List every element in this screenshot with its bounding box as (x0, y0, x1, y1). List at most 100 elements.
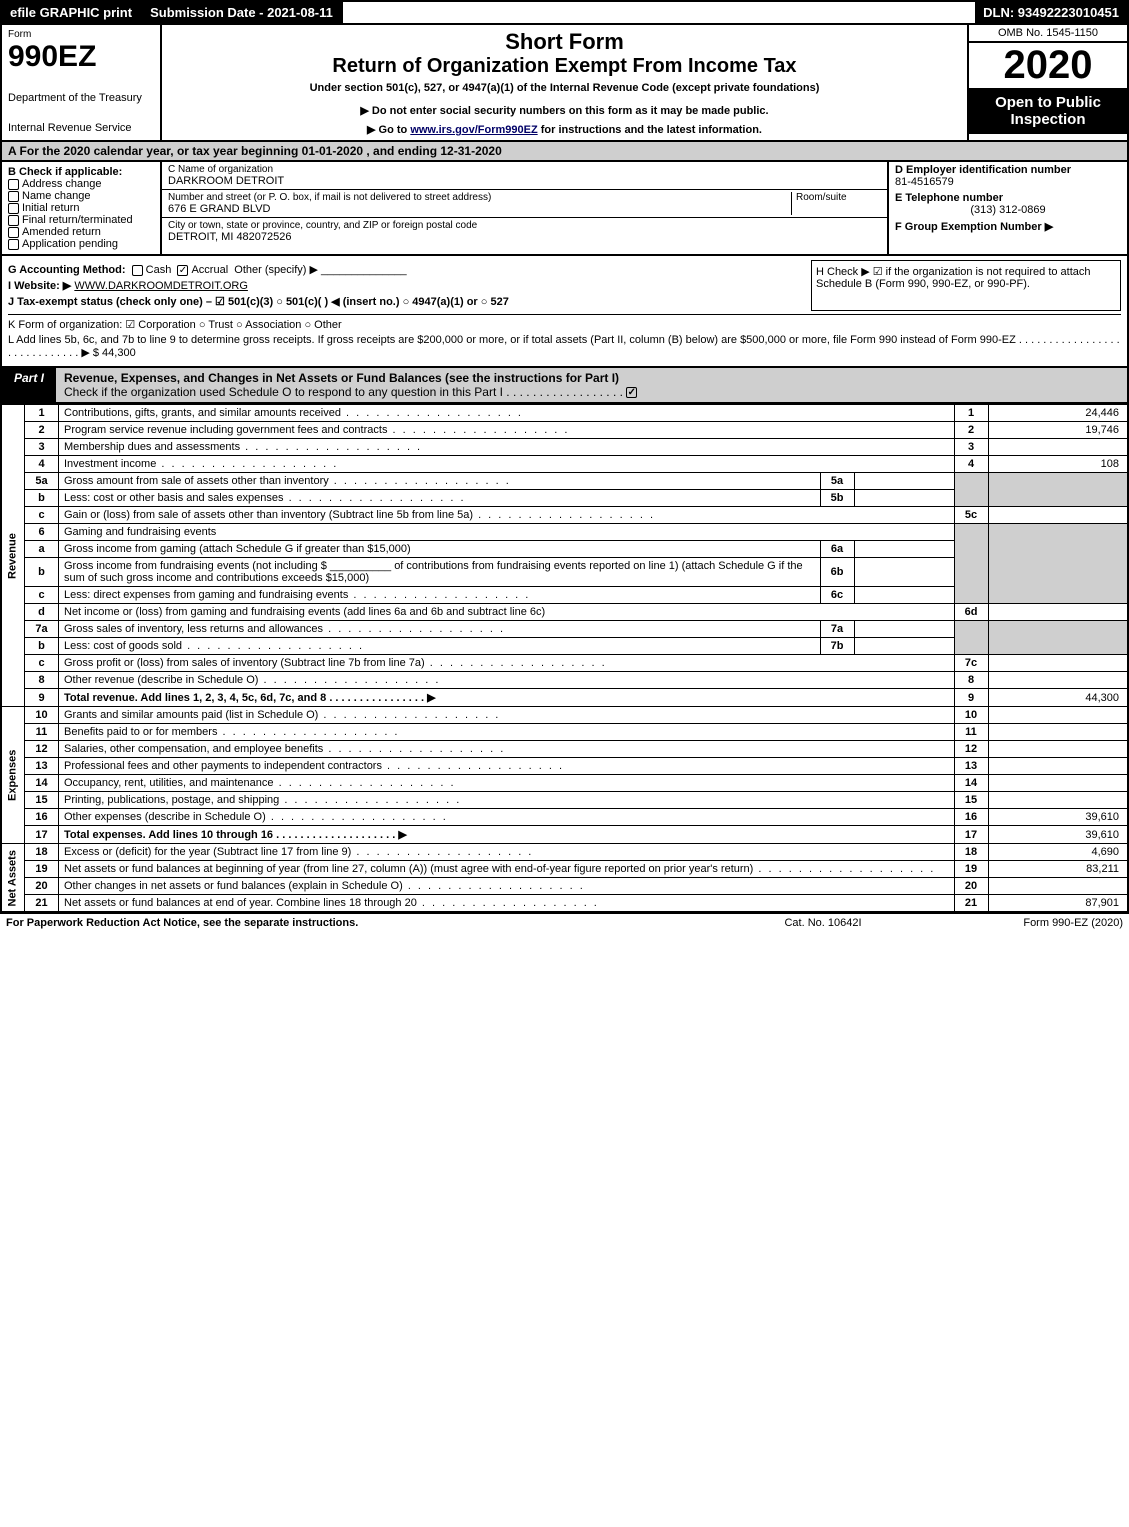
header-right: OMB No. 1545-1150 2020 Open to Public In… (967, 25, 1127, 140)
line-val-gray (988, 524, 1128, 604)
section-b-c-d-e-f: B Check if applicable: Address change Na… (0, 162, 1129, 256)
line-num: c (25, 507, 59, 524)
line-val (988, 724, 1128, 741)
e-phone: (313) 312-0869 (895, 204, 1121, 216)
line-num: 15 (25, 792, 59, 809)
line-val: 108 (988, 456, 1128, 473)
checkbox-icon[interactable] (8, 203, 19, 214)
line-val (988, 707, 1128, 724)
line-val-gray (988, 621, 1128, 655)
part-i-header: Part I Revenue, Expenses, and Changes in… (0, 368, 1129, 404)
line-desc: Program service revenue including govern… (59, 422, 955, 439)
b-final-return: Final return/terminated (22, 214, 133, 226)
line-val (988, 758, 1128, 775)
line-desc: Salaries, other compensation, and employ… (59, 741, 955, 758)
g-label: G Accounting Method: (8, 264, 126, 276)
f-label: F Group Exemption Number ▶ (895, 221, 1053, 233)
line-desc: Gross income from fundraising events (no… (59, 558, 821, 587)
line-val-gray (988, 473, 1128, 507)
line-rnum: 7c (954, 655, 988, 672)
checkbox-icon[interactable] (8, 191, 19, 202)
line-rnum: 12 (954, 741, 988, 758)
checkbox-icon[interactable] (626, 387, 637, 398)
i-label: I Website: ▶ (8, 280, 71, 292)
d-ein: 81-4516579 (895, 176, 1121, 188)
line-val (988, 672, 1128, 689)
c-name-label: C Name of organization (168, 164, 881, 175)
line-num: 16 (25, 809, 59, 826)
c-room-label: Room/suite (791, 192, 881, 215)
line-desc: Contributions, gifts, grants, and simila… (59, 405, 955, 422)
j-label: J Tax-exempt status (check only one) – ☑… (8, 296, 509, 308)
return-title: Return of Organization Exempt From Incom… (168, 55, 961, 78)
line-desc: Benefits paid to or for members (59, 724, 955, 741)
line-num: 3 (25, 439, 59, 456)
b-item: Final return/terminated (8, 214, 154, 226)
line-sub: 7b (820, 638, 854, 655)
line-15: 15Printing, publications, postage, and s… (1, 792, 1128, 809)
efile-print-label[interactable]: efile GRAPHIC print (2, 2, 142, 23)
line-rnum: 3 (954, 439, 988, 456)
line-rnum: 18 (954, 844, 988, 861)
line-6d: dNet income or (loss) from gaming and fu… (1, 604, 1128, 621)
checkbox-icon[interactable] (8, 179, 19, 190)
line-rnum: 15 (954, 792, 988, 809)
d-row: D Employer identification number 81-4516… (889, 162, 1127, 190)
dept-irs: Internal Revenue Service (8, 122, 154, 134)
line-rnum: 4 (954, 456, 988, 473)
part-i-label: Part I (2, 368, 56, 402)
line-rnum: 10 (954, 707, 988, 724)
b-name-change: Name change (22, 190, 91, 202)
line-rnum: 9 (954, 689, 988, 707)
line-sub: 5a (820, 473, 854, 490)
topbar-spacer (343, 2, 975, 23)
line-val (988, 878, 1128, 895)
line-desc: Gaming and fundraising events (59, 524, 955, 541)
line-val (988, 604, 1128, 621)
c-city: DETROIT, MI 482072526 (168, 231, 881, 243)
checkbox-icon[interactable] (8, 239, 19, 250)
line-rnum-gray (954, 473, 988, 507)
line-6: 6Gaming and fundraising events (1, 524, 1128, 541)
line-rnum: 8 (954, 672, 988, 689)
line-num: 20 (25, 878, 59, 895)
line-7c: cGross profit or (loss) from sales of in… (1, 655, 1128, 672)
line-sub: 6a (820, 541, 854, 558)
under-section: Under section 501(c), 527, or 4947(a)(1)… (168, 82, 961, 94)
line-num: 17 (25, 826, 59, 844)
line-2: 2Program service revenue including gover… (1, 422, 1128, 439)
line-val: 83,211 (988, 861, 1128, 878)
line-4: 4Investment income4108 (1, 456, 1128, 473)
checkbox-icon[interactable] (8, 227, 19, 238)
checkbox-icon[interactable] (177, 265, 188, 276)
line-rnum: 6d (954, 604, 988, 621)
e-label: E Telephone number (895, 192, 1121, 204)
line-val: 19,746 (988, 422, 1128, 439)
line-desc: Grants and similar amounts paid (list in… (59, 707, 955, 724)
line-10: Expenses 10Grants and similar amounts pa… (1, 707, 1128, 724)
line-desc: Gross sales of inventory, less returns a… (59, 621, 821, 638)
line-desc: Less: cost of goods sold (59, 638, 821, 655)
line-val: 4,690 (988, 844, 1128, 861)
i-website[interactable]: WWW.DARKROOMDETROIT.ORG (74, 280, 248, 292)
line-desc: Less: direct expenses from gaming and fu… (59, 587, 821, 604)
checkbox-icon[interactable] (132, 265, 143, 276)
checkbox-icon[interactable] (8, 215, 19, 226)
line-desc: Net income or (loss) from gaming and fun… (59, 604, 955, 621)
c-addr-row: Number and street (or P. O. box, if mail… (162, 190, 887, 218)
line-val: 87,901 (988, 895, 1128, 913)
line-subval (854, 541, 954, 558)
line-desc: Membership dues and assessments (59, 439, 955, 456)
line-13: 13Professional fees and other payments t… (1, 758, 1128, 775)
line-val (988, 655, 1128, 672)
i-line: I Website: ▶ WWW.DARKROOMDETROIT.ORG (8, 279, 811, 292)
header-middle: Short Form Return of Organization Exempt… (162, 25, 967, 140)
section-g-h-i-j-k-l: G Accounting Method: Cash Accrual Other … (0, 256, 1129, 368)
line-1: Revenue 1Contributions, gifts, grants, a… (1, 405, 1128, 422)
line-num: b (25, 558, 59, 587)
form-header: Form 990EZ Department of the Treasury In… (0, 25, 1129, 142)
k-line: K Form of organization: ☑ Corporation ○ … (8, 314, 1121, 331)
line-18: Net Assets 18Excess or (deficit) for the… (1, 844, 1128, 861)
goto-link[interactable]: www.irs.gov/Form990EZ (410, 124, 537, 136)
line-rnum: 21 (954, 895, 988, 913)
